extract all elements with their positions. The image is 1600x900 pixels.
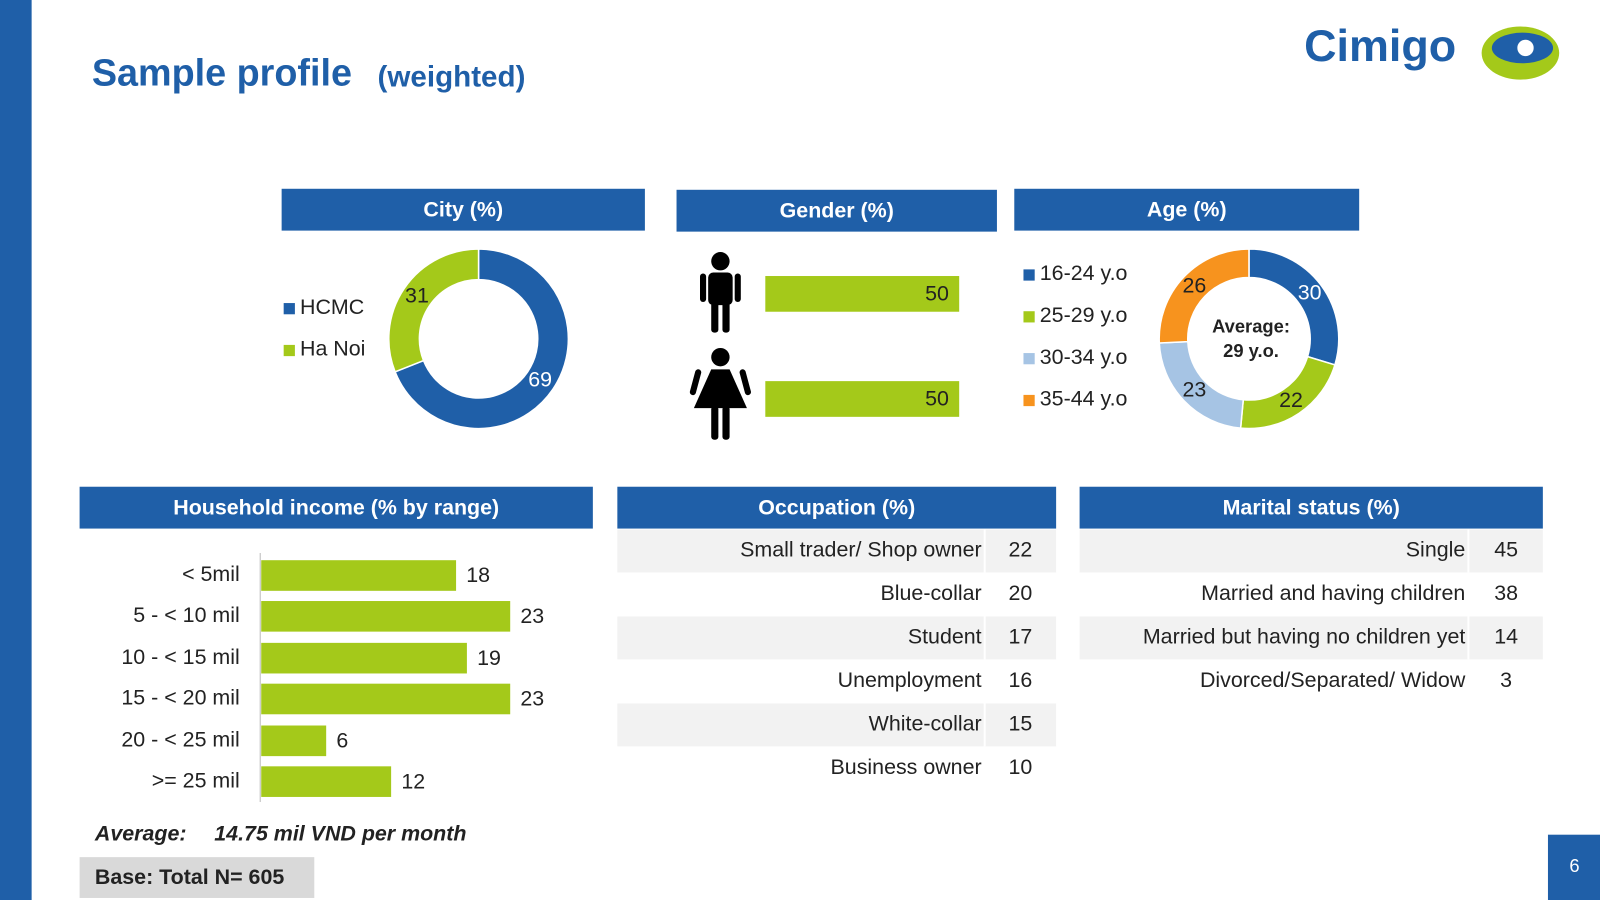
base-note: Base: Total N= 605 [95,865,284,889]
table-value: 15 [1009,712,1033,736]
table-value: 20 [1009,581,1033,605]
legend-swatch [1023,311,1035,323]
category-label: 15 - < 20 mil [121,686,239,710]
panel-title: Occupation (%) [758,495,915,519]
page-number-box [1547,834,1600,900]
table-row-bg [617,703,1057,747]
panel-header [676,189,997,232]
donut-segment [394,248,570,430]
data-label: 30 [1298,280,1322,304]
data-label: 12 [401,769,425,793]
donut-segment [1158,248,1250,344]
category-label: < 5mil [182,562,240,586]
table-row-bg [1079,529,1543,573]
data-label: 23 [520,687,544,711]
table-label: Unemployment [838,668,982,692]
bar [765,276,960,312]
bar [261,766,392,797]
slide-subtitle: (weighted) [378,60,526,93]
bar [261,642,467,674]
female-icon [689,347,751,440]
legend-label: 25-29 y.o [1040,303,1128,327]
data-label: 19 [477,646,501,670]
table-row-bg [617,529,1057,573]
table-label: Single [1406,538,1466,562]
bar [261,560,457,591]
legend-swatch [1023,269,1035,281]
panel-header [1014,188,1360,231]
legend-label: 16-24 y.o [1040,261,1128,285]
data-label: 23 [1182,378,1206,402]
table-value: 16 [1009,668,1033,692]
data-label: 6 [336,728,348,752]
panel-title: City (%) [423,197,503,221]
table-label: Blue-collar [880,581,981,605]
table-row-bg [1079,616,1543,660]
table-value: 17 [1009,625,1033,649]
male-icon [700,252,741,333]
table-label: Married but having no children yet [1143,625,1466,649]
side-stripe [0,0,32,900]
panel-title: Marital status (%) [1223,495,1400,519]
data-label: 22 [1279,388,1303,412]
bar [261,601,511,632]
data-label: 18 [466,563,490,587]
logo-text: Cimigo [1304,20,1456,71]
table-row-bg [617,616,1057,660]
panel-header [79,486,593,529]
table-value: 10 [1009,755,1033,779]
panel-header [617,486,1057,529]
bar [261,683,511,715]
table-value: 38 [1494,581,1518,605]
data-label: 50 [925,282,949,306]
page-number: 6 [1569,855,1579,876]
table-value: 22 [1009,538,1033,562]
category-label: 20 - < 25 mil [121,727,239,751]
table-value: 3 [1500,668,1512,692]
table-value: 45 [1494,538,1518,562]
donut-segment [388,248,480,373]
panel-header [281,188,645,231]
panel-header [1079,486,1543,529]
panel-title: Gender (%) [780,198,894,222]
data-label: 50 [925,387,949,411]
legend-label: 30-34 y.o [1040,345,1128,369]
data-label: 31 [405,284,429,308]
legend-swatch [283,303,295,315]
slide-title: Sample profile [92,51,352,93]
bar [765,381,960,417]
data-label: 26 [1182,273,1206,297]
annotation-value: 14.75 mil VND per month [214,821,466,845]
base-box [79,857,315,898]
table-label: Married and having children [1201,581,1465,605]
annotation-label: Average: [94,821,187,845]
category-label: 5 - < 10 mil [133,603,239,627]
center-label: 29 y.o. [1223,340,1279,361]
table-value: 14 [1494,625,1518,649]
center-label: Average: [1212,315,1290,336]
panel-title: Household income (% by range) [173,495,499,519]
legend-label: HCMC [300,295,364,319]
data-label: 23 [520,604,544,628]
table-label: White-collar [869,712,982,736]
logo-pupil [1517,39,1534,57]
bar [261,725,327,757]
table-label: Business owner [831,755,982,779]
table-label: Student [908,625,982,649]
legend-swatch [283,344,295,357]
category-label: 10 - < 15 mil [121,645,239,669]
data-label: 69 [528,367,552,391]
panel-title: Age (%) [1147,197,1227,221]
legend-label: Ha Noi [300,337,365,361]
legend-swatch [1023,353,1035,365]
legend-label: 35-44 y.o [1040,387,1128,411]
category-label: >= 25 mil [152,768,240,792]
table-label: Small trader/ Shop owner [740,538,982,562]
table-label: Divorced/Separated/ Widow [1200,668,1466,692]
legend-swatch [1023,394,1035,407]
